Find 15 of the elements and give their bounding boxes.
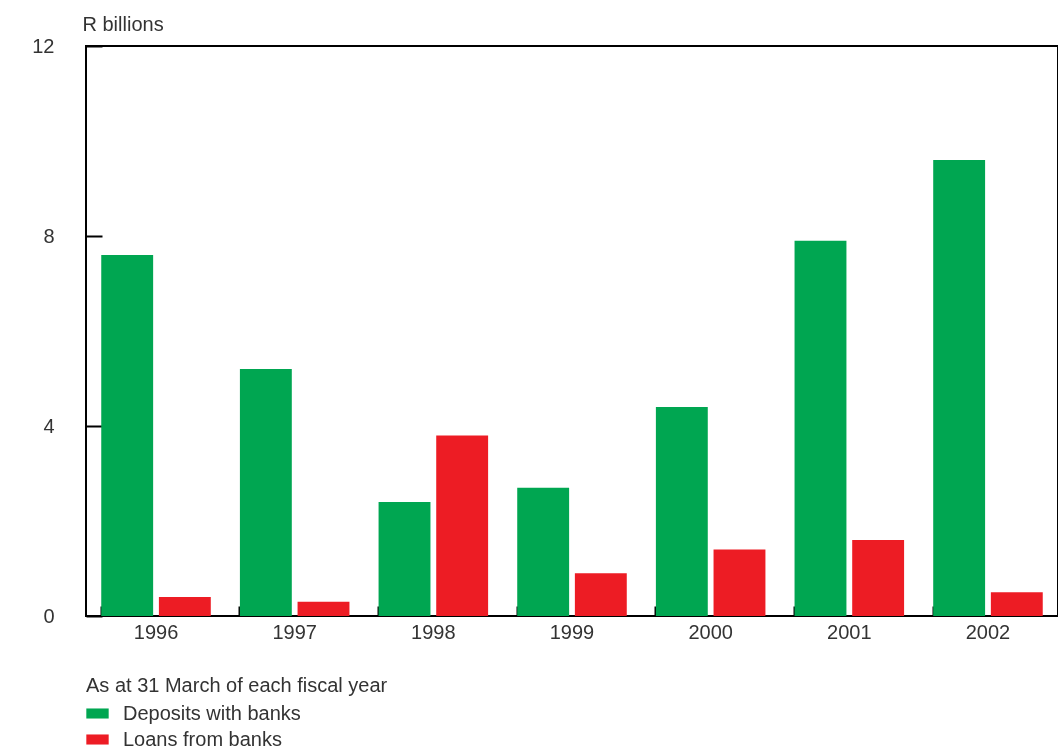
x-tick-label: 1998 xyxy=(411,620,456,643)
x-tick-label: 1999 xyxy=(549,620,595,643)
x-tick-label: 1996 xyxy=(133,620,179,643)
x-tick-label: 1997 xyxy=(272,620,317,643)
legend-label: Loans from banks xyxy=(123,727,282,750)
x-tick-label: 2002 xyxy=(965,620,1011,643)
y-tick-label: 8 xyxy=(43,224,55,247)
x-tick-label: 2000 xyxy=(688,620,733,643)
y-tick-label: 4 xyxy=(43,414,55,437)
x-tick-label: 2001 xyxy=(827,620,872,643)
y-axis-title: R billions xyxy=(82,12,164,35)
y-tick-label: 12 xyxy=(32,34,55,57)
y-tick-label: 0 xyxy=(43,604,55,627)
text: As at 31 March of each fiscal year xyxy=(86,674,388,697)
legend-label: Deposits with banks xyxy=(123,701,301,724)
